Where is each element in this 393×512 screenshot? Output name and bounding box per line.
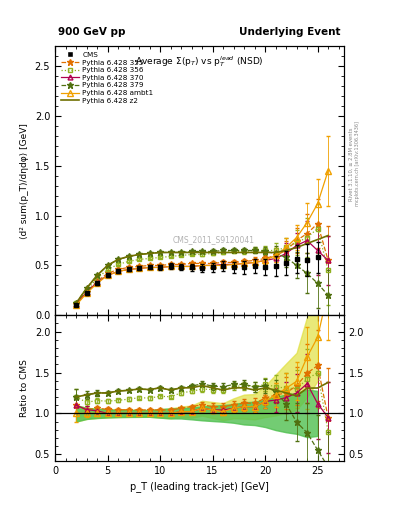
Text: Rivet 3.1.10, ≥ 2.8M events: Rivet 3.1.10, ≥ 2.8M events bbox=[349, 127, 354, 201]
Legend: CMS, Pythia 6.428 355, Pythia 6.428 356, Pythia 6.428 370, Pythia 6.428 379, Pyt: CMS, Pythia 6.428 355, Pythia 6.428 356,… bbox=[59, 50, 156, 106]
Text: mcplots.cern.ch [arXiv:1306.3436]: mcplots.cern.ch [arXiv:1306.3436] bbox=[355, 121, 360, 206]
Text: Average $\Sigma$(p$_T$) vs p$_T^{lead}$ (NSD): Average $\Sigma$(p$_T$) vs p$_T^{lead}$ … bbox=[135, 54, 264, 69]
Text: CMS_2011_S9120041: CMS_2011_S9120041 bbox=[173, 236, 255, 244]
Text: Underlying Event: Underlying Event bbox=[239, 27, 341, 37]
Text: 900 GeV pp: 900 GeV pp bbox=[58, 27, 125, 37]
Y-axis label: Ratio to CMS: Ratio to CMS bbox=[20, 359, 29, 417]
X-axis label: p_T (leading track-jet) [GeV]: p_T (leading track-jet) [GeV] bbox=[130, 481, 269, 492]
Y-axis label: ⟨d² sum(p_T)/dηdφ⟩ [GeV]: ⟨d² sum(p_T)/dηdφ⟩ [GeV] bbox=[20, 123, 29, 239]
